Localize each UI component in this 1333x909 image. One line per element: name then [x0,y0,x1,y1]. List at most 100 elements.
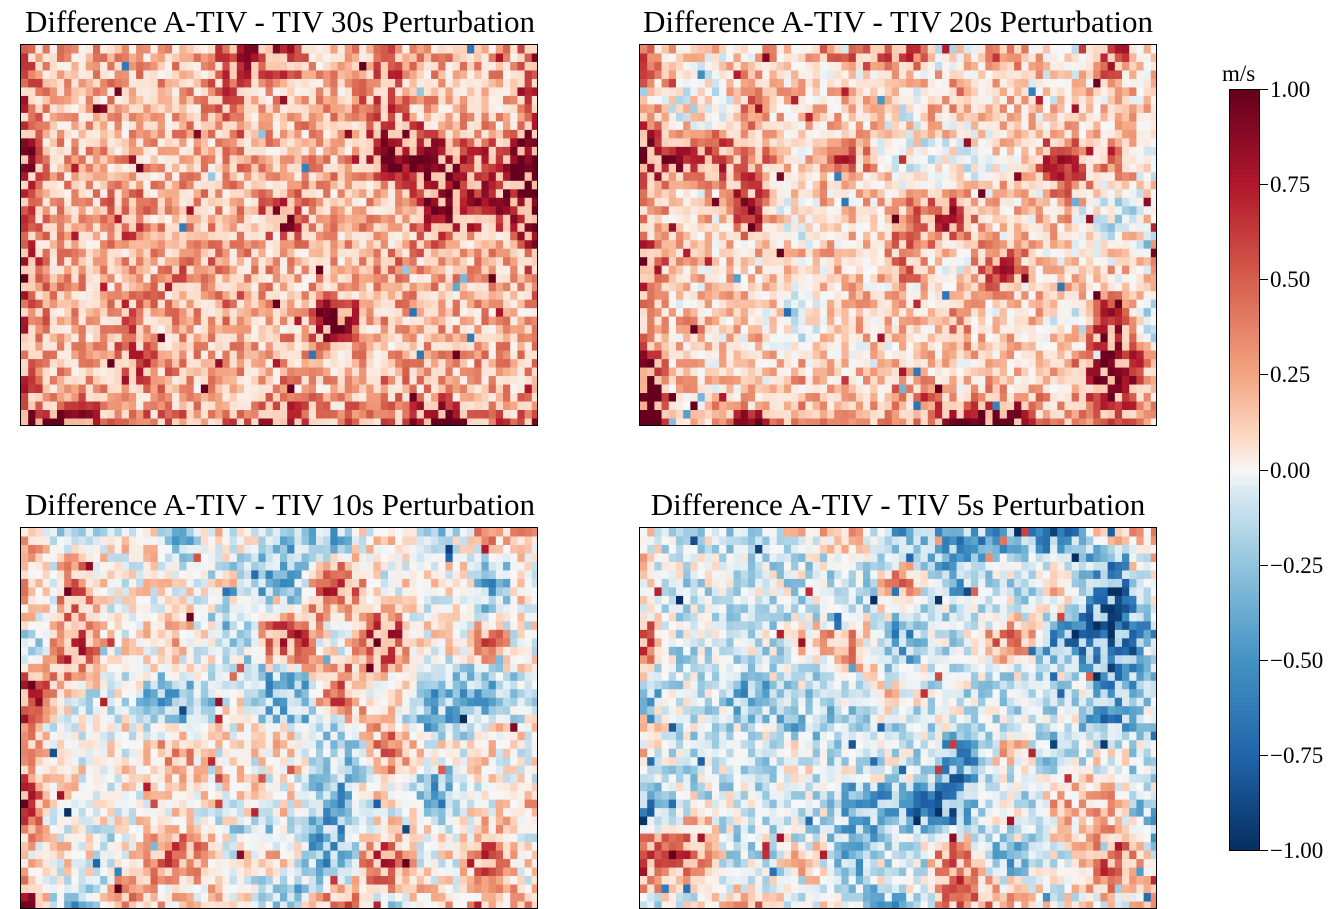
heatmap-cell [784,223,792,232]
heatmap-cell [230,53,238,62]
heatmap-cell [1029,232,1037,241]
heatmap-cell [841,53,849,62]
heatmap-cell [1036,223,1044,232]
heatmap-cell [978,215,986,224]
heatmap-cell [489,317,497,326]
heatmap-cell [374,393,382,402]
heatmap-cell [179,96,187,105]
heatmap-cell [517,376,525,385]
heatmap-cell [1151,113,1157,122]
heatmap-cell [510,342,518,351]
heatmap-cell [28,257,36,266]
heatmap-cell [251,334,259,343]
heatmap-cell [21,87,29,96]
heatmap-cell [1043,147,1051,156]
heatmap-cell [481,155,489,164]
heatmap-cell [86,325,94,334]
heatmap-cell [1043,181,1051,190]
heatmap-cell [755,240,763,249]
heatmap-cell [885,138,893,147]
heatmap-cell [222,334,230,343]
heatmap-cell [215,155,223,164]
heatmap-cell [266,215,274,224]
heatmap-cell [1036,104,1044,113]
heatmap-cell [503,155,511,164]
heatmap-cell [892,113,900,122]
heatmap-cell [129,300,137,309]
heatmap-cell [993,79,1001,88]
heatmap-cell [1122,138,1130,147]
heatmap-cell [741,189,749,198]
heatmap-cell [388,104,396,113]
heatmap-cell [467,359,475,368]
heatmap-cell [86,121,94,130]
heatmap-cell [640,104,648,113]
heatmap-cell [86,342,94,351]
heatmap-cell [43,308,51,317]
heatmap-cell [280,393,288,402]
heatmap-cell [143,87,151,96]
heatmap-cell [280,317,288,326]
heatmap-cell [158,70,166,79]
heatmap-cell [352,53,360,62]
heatmap-cell [856,96,864,105]
heatmap-cell [417,189,425,198]
heatmap-cell [669,45,677,54]
heatmap-cell [352,240,360,249]
heatmap-cell [532,138,538,147]
heatmap-cell [381,325,389,334]
heatmap-cell [215,206,223,215]
heatmap-cell [791,45,799,54]
heatmap-cell [503,87,511,96]
heatmap-cell [1036,181,1044,190]
heatmap-cell [1014,70,1022,79]
heatmap-cell [323,385,331,394]
heatmap-cell [474,232,482,241]
heatmap-cell [86,45,94,54]
heatmap-cell [467,376,475,385]
heatmap-cell [237,266,245,275]
heatmap-cell [64,155,72,164]
heatmap-cell [323,317,331,326]
heatmap-cell [410,419,418,426]
heatmap-cell [107,79,115,88]
heatmap-cell [899,172,907,181]
heatmap-cell [64,206,72,215]
heatmap-cell [1000,70,1008,79]
heatmap-cell [942,206,950,215]
heatmap-cell [1050,223,1058,232]
heatmap-cell [1014,155,1022,164]
heatmap-cell [849,138,857,147]
heatmap-cell [805,104,813,113]
heatmap-cell [906,223,914,232]
heatmap-cell [1115,189,1123,198]
heatmap-cell [1064,198,1072,207]
heatmap-cell [712,206,720,215]
heatmap-cell [107,70,115,79]
heatmap-cell [957,240,965,249]
heatmap-cell [1136,223,1144,232]
heatmap-cell [467,385,475,394]
heatmap-cell [762,223,770,232]
heatmap-cell [496,274,504,283]
heatmap-cell [453,215,461,224]
heatmap-cell [122,342,130,351]
heatmap-cell [222,266,230,275]
heatmap-cell [921,45,929,54]
heatmap-cell [402,368,410,377]
heatmap-cell [517,87,525,96]
heatmap-cell [928,79,936,88]
heatmap-cell [453,164,461,173]
heatmap-cell [1072,155,1080,164]
heatmap-cell [302,266,310,275]
heatmap-cell [741,223,749,232]
heatmap-cell [186,62,194,71]
heatmap-cell [467,79,475,88]
heatmap-cell [712,189,720,198]
heatmap-cell [402,104,410,113]
heatmap-cell [194,172,202,181]
heatmap-cell [1079,113,1087,122]
heatmap-cell [273,232,281,241]
heatmap-cell [1151,121,1157,130]
heatmap-cell [906,62,914,71]
